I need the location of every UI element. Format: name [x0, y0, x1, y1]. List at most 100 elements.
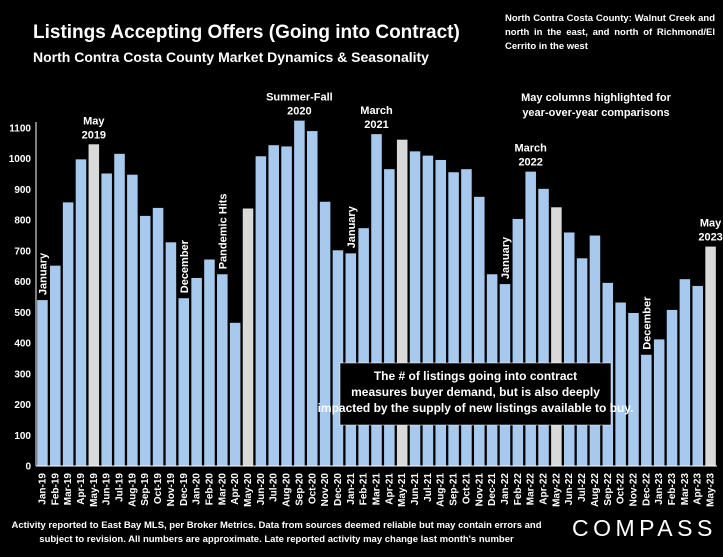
bar	[281, 146, 292, 466]
x-tick-label: Sep-20	[294, 473, 305, 506]
bar	[512, 218, 524, 466]
annotation-label: 2019	[82, 129, 106, 141]
x-tick-label: Jul-19	[115, 473, 126, 502]
bar	[332, 250, 344, 466]
bar	[75, 159, 87, 467]
annotation-label: March	[360, 105, 393, 117]
x-tick-label: Sep-19	[140, 473, 151, 506]
bar	[679, 279, 691, 466]
x-tick-label: Sep-21	[449, 473, 460, 506]
footnote: Activity reported to East Bay MLS, per B…	[11, 520, 542, 545]
bar	[422, 155, 434, 466]
x-tick-label: Jun-21	[410, 473, 421, 506]
bar	[345, 253, 357, 466]
x-tick-label: Dec-22	[641, 473, 652, 506]
bar	[538, 188, 549, 466]
x-tick-label: Oct-22	[616, 473, 627, 505]
x-tick-label: Feb-21	[359, 473, 370, 506]
x-tick-label: Apr-21	[384, 473, 395, 505]
x-tick-label: Nov-21	[474, 473, 485, 507]
bar	[396, 139, 408, 466]
x-tick-label: Nov-20	[320, 473, 331, 507]
x-tick-label: May-22	[551, 473, 562, 507]
x-tick-label: Nov-19	[166, 473, 177, 507]
annotation-label: December	[179, 239, 191, 293]
x-tick-label: Dec-19	[179, 473, 190, 506]
bar	[384, 169, 395, 466]
x-tick-label: Aug-19	[127, 473, 138, 507]
bar	[114, 153, 125, 466]
x-tick-label: Mar-22	[526, 473, 537, 506]
x-tick-label: May-21	[397, 473, 408, 507]
bar	[525, 171, 536, 466]
x-tick-label: Dec-20	[333, 473, 344, 506]
annotation-label: 2023	[698, 232, 722, 244]
highlight-note: May columns highlighted for	[521, 92, 671, 104]
x-tick-label: Oct-19	[153, 473, 164, 505]
y-tick-label: 400	[14, 339, 31, 350]
bar	[409, 151, 421, 466]
x-tick-label: Feb-20	[204, 473, 215, 506]
bar	[229, 322, 241, 466]
y-tick-label: 200	[14, 400, 31, 411]
callout-box	[339, 362, 612, 426]
bar	[139, 215, 151, 466]
callout-text: measures buyer demand, but is also deepl…	[351, 385, 600, 399]
y-tick-label: 0	[25, 462, 31, 473]
bar	[294, 120, 305, 466]
x-tick-label: Jun-22	[564, 473, 575, 506]
callout-text: The # of listings going into contract	[374, 369, 577, 383]
x-tick-label: May-20	[243, 473, 254, 507]
x-tick-label: Aug-20	[282, 473, 293, 507]
bar	[653, 339, 665, 466]
annotation-label: 2022	[518, 157, 542, 169]
x-tick-label: Oct-21	[461, 473, 472, 505]
bar	[165, 242, 177, 466]
bar	[358, 228, 369, 466]
annotation-label: May	[700, 218, 722, 230]
x-tick-label: Aug-21	[436, 473, 447, 507]
bar	[461, 169, 472, 466]
annotation-label: January	[37, 252, 49, 295]
bar	[62, 202, 74, 467]
x-tick-label: Mar-19	[63, 473, 74, 506]
bar	[88, 144, 100, 466]
bar	[615, 302, 626, 466]
annotation-label: January	[346, 205, 358, 248]
bar	[692, 285, 703, 466]
y-tick-label: 600	[14, 277, 31, 288]
bar	[50, 265, 61, 466]
y-tick-label: 900	[14, 185, 31, 196]
x-tick-label: Mar-23	[680, 473, 691, 506]
bar	[152, 207, 164, 466]
annotation-label: March	[514, 143, 547, 155]
y-tick-label: 800	[14, 216, 31, 227]
x-tick-label: Jun-20	[256, 473, 267, 506]
bar	[204, 259, 215, 466]
bar	[242, 208, 254, 467]
bar	[306, 131, 318, 466]
bar	[474, 196, 485, 466]
y-tick-label: 1000	[9, 154, 32, 165]
annotation-label: December	[641, 296, 653, 350]
x-tick-label: Dec-21	[487, 473, 498, 506]
annotation-label: May	[83, 115, 105, 127]
x-tick-label: Feb-23	[667, 473, 678, 506]
bar	[217, 274, 228, 466]
y-tick-label: 1100	[9, 124, 31, 135]
x-tick-label: Jul-22	[577, 473, 588, 502]
bar	[191, 277, 202, 466]
bar	[371, 134, 382, 467]
y-tick-label: 700	[14, 246, 31, 257]
bar	[37, 300, 48, 466]
annotation-label: Summer-Fall	[266, 92, 333, 104]
annotation-label: Pandemic Hits	[217, 193, 229, 269]
bar	[319, 201, 331, 466]
bar	[268, 145, 279, 466]
x-tick-label: Jan-21	[346, 473, 357, 505]
x-tick-label: Jan-23	[654, 473, 665, 505]
y-tick-label: 100	[14, 431, 31, 442]
x-tick-label: Sep-22	[603, 473, 614, 506]
x-tick-label: Jul-21	[423, 473, 434, 502]
